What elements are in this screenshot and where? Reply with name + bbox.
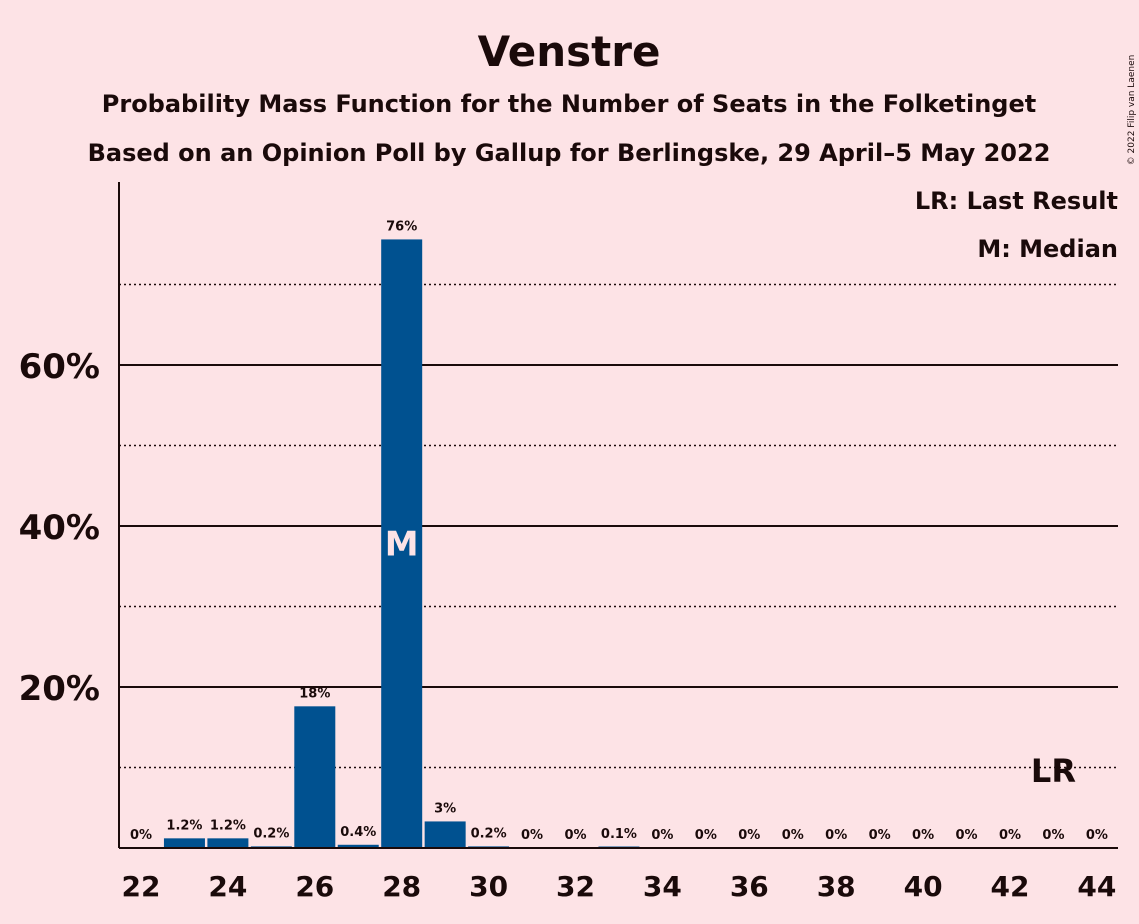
bar-label: 0% <box>782 828 804 843</box>
x-tick-label: 30 <box>469 870 508 903</box>
last-result-marker: LR <box>1031 752 1076 790</box>
bar-labels: 0% 1.2% 1.2% 0.2% 18% 0.4% 76% 3% 0.2% 0% 0% 0.1% 0%… <box>130 219 1108 843</box>
bar-label: 3% <box>434 801 456 816</box>
x-tick-label: 42 <box>991 870 1030 903</box>
x-tick-label: 44 <box>1077 870 1116 903</box>
legend-median: M: Median <box>977 235 1118 263</box>
bar-label: 0.4% <box>340 825 376 840</box>
bar-label: 76% <box>386 219 417 234</box>
bar-label: 0% <box>956 828 978 843</box>
x-tick-label: 22 <box>122 870 161 903</box>
bar-label: 0% <box>695 828 717 843</box>
bar-label: 0% <box>521 828 543 843</box>
bar-label: 0% <box>999 828 1021 843</box>
y-axis-ticks: 20% 40% 60% <box>19 347 100 709</box>
bar-label: 0.2% <box>253 826 289 841</box>
bar-label: 1.2% <box>210 818 246 833</box>
bar-label: 0% <box>869 828 891 843</box>
bar-label: 1.2% <box>166 818 202 833</box>
bar-label: 0% <box>825 828 847 843</box>
bar-label: 0% <box>651 828 673 843</box>
bar-label: 0% <box>1042 828 1064 843</box>
x-axis-ticks: 22 24 26 28 30 32 34 36 38 40 42 44 <box>122 870 1117 903</box>
x-tick-label: 26 <box>295 870 334 903</box>
bar-label: 0% <box>564 828 586 843</box>
bar <box>163 838 205 848</box>
bar <box>381 239 423 849</box>
bar-label: 0.1% <box>601 827 637 842</box>
bar-label: 0.2% <box>471 826 507 841</box>
chart-title: Venstre <box>478 27 661 76</box>
x-tick-label: 34 <box>643 870 682 903</box>
bar-label: 0% <box>912 828 934 843</box>
bar-label: 0% <box>130 828 152 843</box>
bar-label: 0% <box>1086 828 1108 843</box>
bar <box>294 706 336 848</box>
chart-subtitle-line2: Based on an Opinion Poll by Gallup for B… <box>88 139 1051 167</box>
bar <box>207 838 249 848</box>
y-tick-label: 60% <box>19 347 100 387</box>
markers: M LR <box>385 525 1076 790</box>
legend-last-result: LR: Last Result <box>915 187 1118 215</box>
copyright-notice: © 2022 Filip van Laenen <box>1127 55 1137 166</box>
x-tick-label: 28 <box>382 870 421 903</box>
bar <box>337 844 379 848</box>
x-tick-label: 40 <box>904 870 943 903</box>
chart-subtitle-line1: Probability Mass Function for the Number… <box>102 90 1036 118</box>
median-marker: M <box>385 525 419 565</box>
x-tick-label: 24 <box>208 870 247 903</box>
gridlines <box>119 283 1118 769</box>
y-tick-label: 20% <box>19 669 100 709</box>
y-tick-label: 40% <box>19 508 100 548</box>
x-tick-label: 32 <box>556 870 595 903</box>
x-tick-label: 38 <box>817 870 856 903</box>
bar <box>424 821 466 848</box>
bar-label: 18% <box>299 686 330 701</box>
x-tick-label: 36 <box>730 870 769 903</box>
bar-label: 0% <box>738 828 760 843</box>
